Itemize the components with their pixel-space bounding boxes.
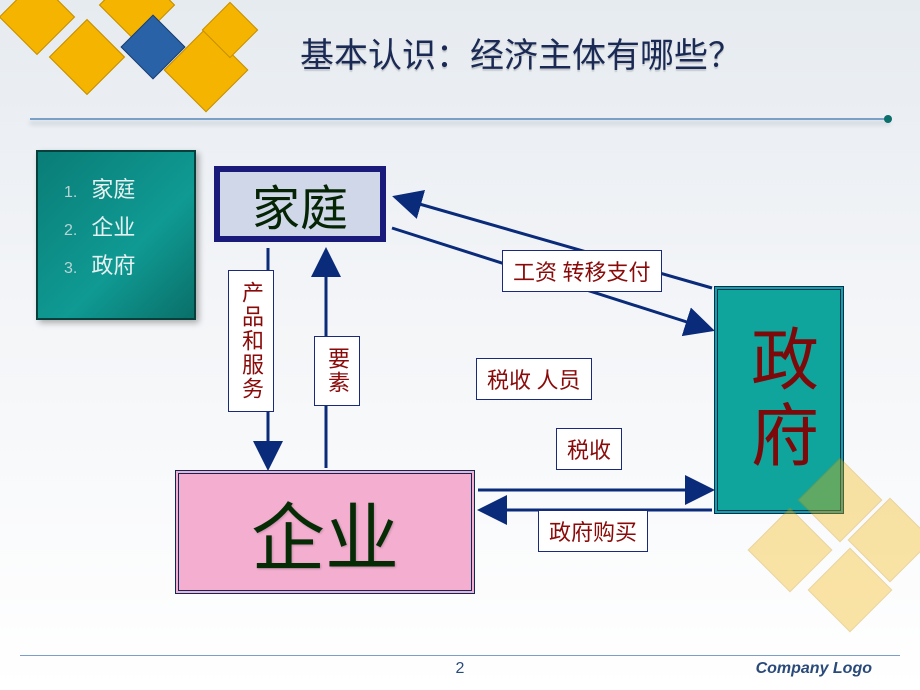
edge-label-factors: 要素 xyxy=(314,336,360,406)
edge-label-tax: 税收 xyxy=(556,428,622,470)
legend-item-family: 家庭 xyxy=(64,172,184,204)
slide-title: 基本认识：经济主体有哪些？ xyxy=(300,28,742,77)
edge-label-products-services: 产品和服务 xyxy=(228,270,274,412)
page-number: 2 xyxy=(456,660,465,678)
divider-line xyxy=(30,118,890,120)
edge-label-tax-personnel: 税收 人员 xyxy=(476,358,592,400)
footer-divider xyxy=(20,655,900,656)
node-enterprise: 企业 xyxy=(175,470,475,594)
footer-brand: Company Logo xyxy=(756,660,872,678)
legend-item-government: 政府 xyxy=(64,248,184,280)
edge-label-wages-transfers: 工资 转移支付 xyxy=(502,250,662,292)
edge-label-gov-purchase: 政府购买 xyxy=(538,510,648,552)
legend-box: 家庭 企业 政府 xyxy=(36,150,196,320)
legend-item-enterprise: 企业 xyxy=(64,210,184,242)
node-government: 政府 xyxy=(714,286,844,514)
node-family: 家庭 xyxy=(214,166,386,242)
